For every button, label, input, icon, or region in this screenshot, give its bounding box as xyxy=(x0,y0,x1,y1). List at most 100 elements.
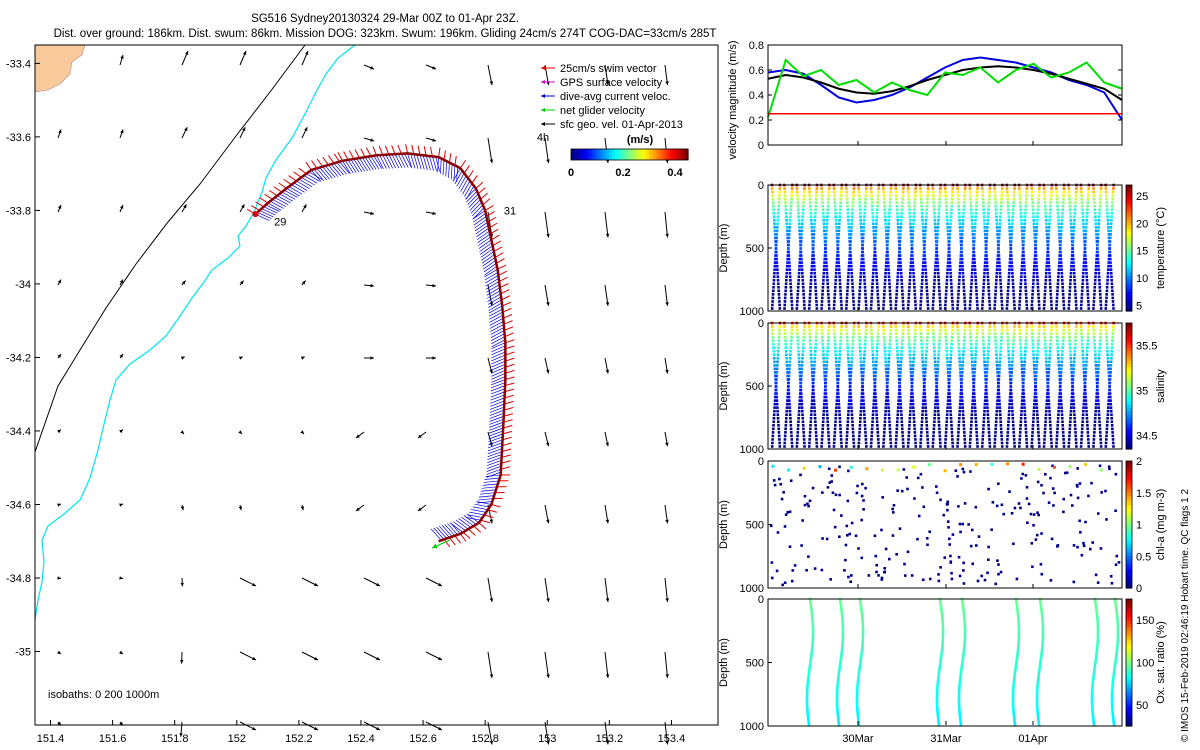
depth-point xyxy=(982,275,986,279)
depth-point xyxy=(863,204,867,208)
depth-point xyxy=(875,353,879,357)
depth-point xyxy=(894,300,898,303)
panel-colorbar-swatch xyxy=(1126,392,1132,397)
depth-point xyxy=(802,197,806,201)
depth-point xyxy=(1097,413,1101,417)
depth-point xyxy=(849,374,853,378)
depth-point xyxy=(973,395,976,399)
depth-point xyxy=(981,328,984,332)
depth-point xyxy=(1021,247,1025,250)
dive-avg-vector xyxy=(464,183,473,197)
depth-point xyxy=(996,367,999,371)
depth-point xyxy=(851,427,855,431)
depth-point xyxy=(821,339,824,342)
depth-point xyxy=(971,371,975,374)
depth-point xyxy=(797,278,800,282)
depth-point xyxy=(1067,441,1071,445)
depth-point xyxy=(925,342,929,346)
depth-point xyxy=(995,222,999,226)
depth-point xyxy=(838,215,842,219)
dive-avg-vector xyxy=(488,430,504,437)
depth-point xyxy=(872,229,876,233)
dive-avg-vector xyxy=(316,168,327,181)
depth-point xyxy=(1024,289,1028,293)
depth-point xyxy=(900,420,904,424)
depth-point xyxy=(1018,194,1022,197)
depth-point xyxy=(807,555,810,558)
depth-point xyxy=(985,399,989,402)
dive-avg-vector xyxy=(367,156,377,170)
depth-point xyxy=(1067,438,1071,441)
depth-point xyxy=(1083,385,1087,388)
depth-point xyxy=(1037,332,1041,335)
depth-point xyxy=(1084,261,1088,264)
depth-point xyxy=(1061,346,1064,349)
depth-point xyxy=(1020,409,1023,413)
depth-point xyxy=(937,349,941,353)
depth-point xyxy=(1105,346,1109,349)
depth-point xyxy=(863,427,867,431)
depth-point xyxy=(1009,247,1013,250)
depth-point xyxy=(936,371,939,374)
depth-point xyxy=(851,204,855,208)
depth-point xyxy=(1020,229,1024,233)
swim-vector xyxy=(448,153,452,163)
depth-point xyxy=(864,438,868,441)
depth-point xyxy=(994,427,998,431)
depth-point xyxy=(832,303,836,307)
depth-point xyxy=(809,342,812,346)
depth-point xyxy=(875,360,878,364)
depth-point xyxy=(938,303,942,307)
depth-point xyxy=(926,190,930,194)
depth-point xyxy=(1037,201,1040,204)
depth-point xyxy=(786,257,789,261)
depth-point xyxy=(826,204,830,208)
depth-point xyxy=(943,325,947,328)
depth-point xyxy=(956,197,960,201)
depth-point xyxy=(999,416,1002,420)
depth-point xyxy=(961,467,965,471)
depth-point xyxy=(911,226,915,229)
depth-point xyxy=(1059,381,1062,385)
depth-point xyxy=(911,399,915,402)
depth-point xyxy=(997,240,1001,243)
depth-point xyxy=(832,325,836,328)
swim-vector xyxy=(372,146,377,156)
depth-point xyxy=(897,229,900,233)
depth-point xyxy=(1032,222,1036,226)
depth-point xyxy=(908,218,912,222)
depth-point xyxy=(810,226,814,229)
depth-point xyxy=(845,434,849,438)
depth-point xyxy=(919,300,923,303)
geo-arrow-head xyxy=(665,598,669,602)
depth-point xyxy=(799,392,803,395)
depth-point xyxy=(1047,374,1050,378)
depth-point xyxy=(802,190,806,194)
depth-point xyxy=(1080,300,1083,303)
depth-point xyxy=(785,229,789,233)
depth-point xyxy=(848,532,852,536)
depth-point xyxy=(1011,409,1014,413)
colorbar-swatch xyxy=(655,149,660,160)
depth-point xyxy=(982,413,986,417)
depth-point xyxy=(887,356,891,360)
depth-point xyxy=(993,296,997,300)
depth-point xyxy=(797,409,801,413)
depth-point xyxy=(896,489,899,492)
depth-point xyxy=(932,339,936,342)
depth-point xyxy=(908,275,912,279)
dive-avg-vector xyxy=(419,154,425,170)
depth-point xyxy=(900,289,904,293)
depth-point xyxy=(1049,293,1053,296)
depth-point xyxy=(998,268,1002,271)
depth-point xyxy=(951,533,955,536)
depth-point xyxy=(1060,353,1064,357)
depth-point xyxy=(797,282,800,286)
depth-point xyxy=(1098,282,1101,286)
depth-point xyxy=(932,286,936,289)
depth-point xyxy=(1105,342,1109,346)
depth-point xyxy=(827,445,831,448)
dive-avg-vector xyxy=(470,201,482,214)
depth-point xyxy=(1032,409,1036,413)
depth-point xyxy=(795,307,799,310)
